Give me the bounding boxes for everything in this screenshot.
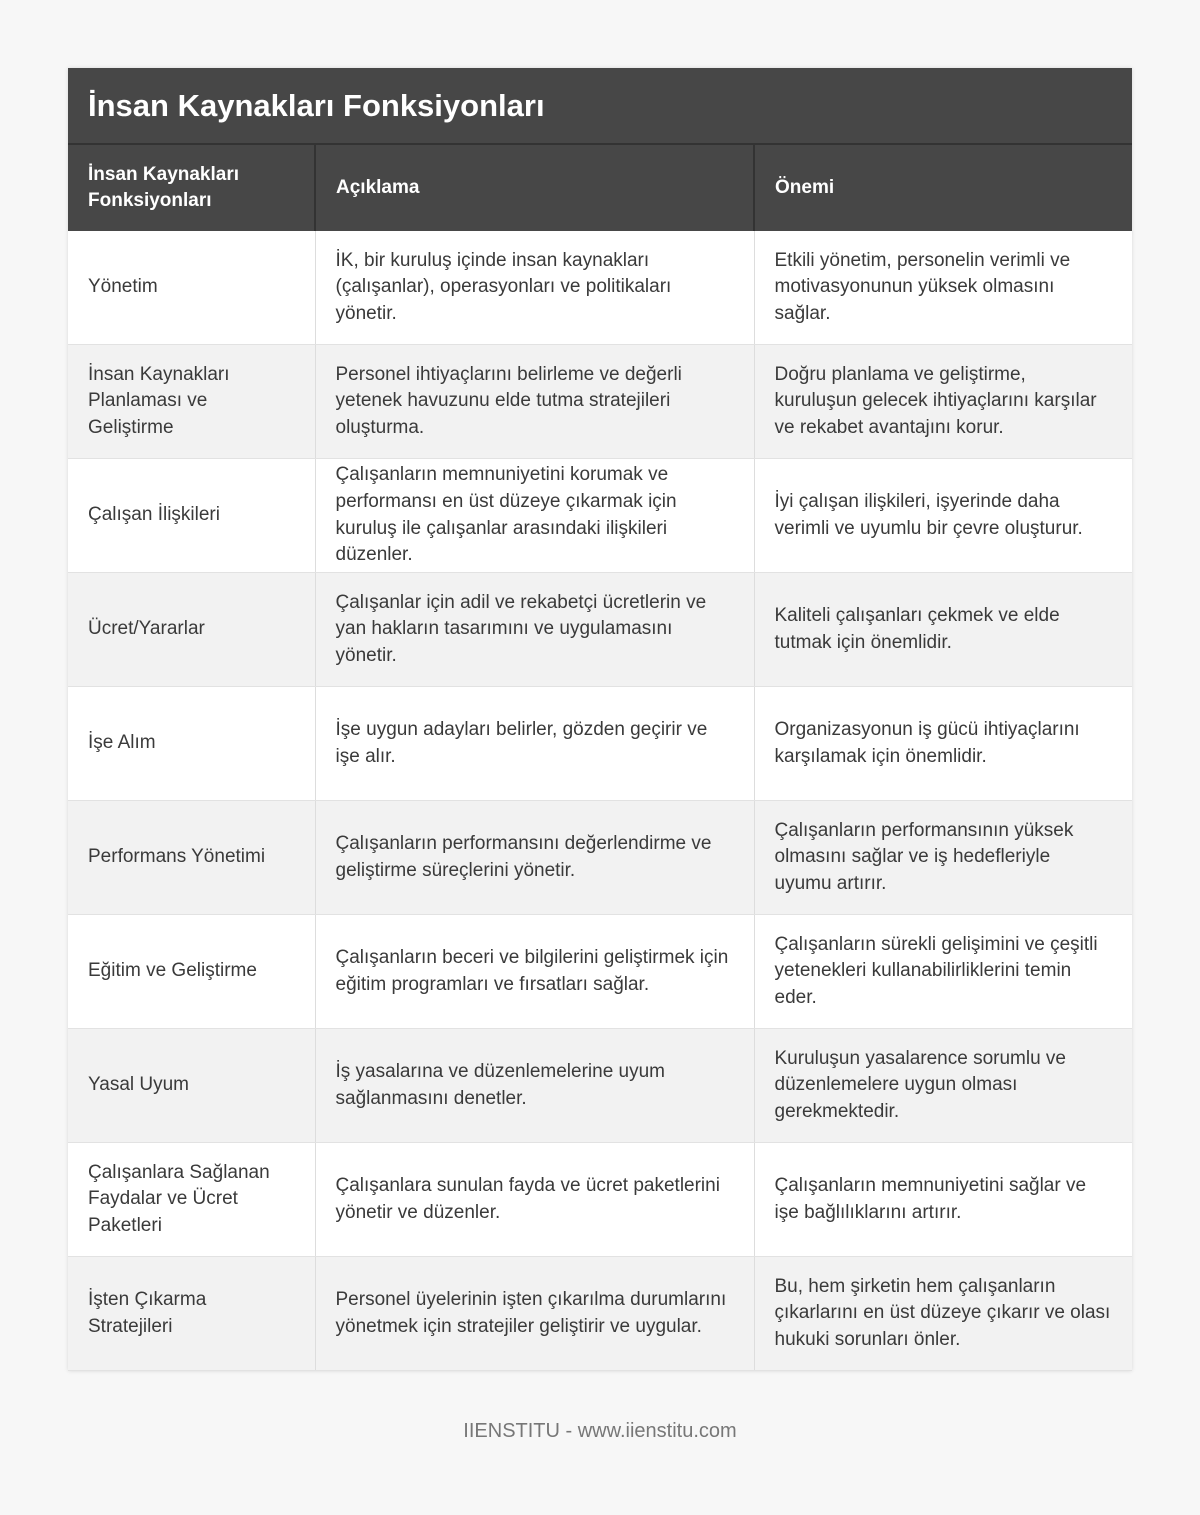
cell-importance: İyi çalışan ilişkileri, işyerinde daha v… xyxy=(754,458,1132,573)
cell-importance: Etkili yönetim, personelin verimli ve mo… xyxy=(754,231,1132,345)
table-row: Eğitim ve Geliştirme Çalışanların beceri … xyxy=(68,914,1132,1029)
footer-credit: IIENSTITU - www.iienstitu.com xyxy=(463,1420,737,1442)
cell-function: İşten Çıkarma Stratejileri xyxy=(68,1256,316,1371)
cell-importance: Çalışanların performansının yüksek olmas… xyxy=(754,800,1132,915)
cell-description: Çalışanların beceri ve bilgilerini geliş… xyxy=(315,914,755,1029)
cell-importance: Doğru planlama ve geliştirme, kuruluşun … xyxy=(754,344,1132,459)
cell-function: Yasal Uyum xyxy=(68,1028,316,1143)
hr-functions-table-card: İnsan Kaynakları Fonksiyonları İnsan Kay… xyxy=(68,68,1132,1371)
column-header-description: Açıklama xyxy=(315,145,755,231)
hr-functions-table: İnsan Kaynakları Fonksiyonları Açıklama … xyxy=(68,145,1132,1371)
cell-importance: Organizasyonun iş gücü ihtiyaçlarını kar… xyxy=(754,686,1132,801)
cell-function: Ücret/Yararlar xyxy=(68,572,316,687)
table-row: İşten Çıkarma Stratejileri Personel üyele… xyxy=(68,1256,1132,1371)
cell-description: Çalışanların memnuniyetini korumak ve pe… xyxy=(315,458,755,573)
table-row: Çalışanlara Sağlanan Faydalar ve Ücret P… xyxy=(68,1142,1132,1257)
cell-description: Personel ihtiyaçlarını belirleme ve değe… xyxy=(315,344,755,459)
cell-description: Çalışanlara sunulan fayda ve ücret paket… xyxy=(315,1142,755,1257)
cell-description: İşe uygun adayları belirler, gözden geçi… xyxy=(315,686,755,801)
cell-description: Çalışanların performansını değerlendirme… xyxy=(315,800,755,915)
cell-description: Çalışanlar için adil ve rekabetçi ücretl… xyxy=(315,572,755,687)
table-row: İnsan Kaynakları Planlaması ve Geliştirm… xyxy=(68,344,1132,459)
cell-importance: Bu, hem şirketin hem çalışanların çıkarl… xyxy=(754,1256,1132,1371)
table-row: Yasal Uyum İş yasalarına ve düzenlemeleri… xyxy=(68,1028,1132,1143)
table-row: Çalışan İlişkileri Çalışanların memnuniye… xyxy=(68,458,1132,573)
cell-function: İnsan Kaynakları Planlaması ve Geliştirm… xyxy=(68,344,316,459)
table-row: İşe Alım İşe uygun adayları belirler, göz… xyxy=(68,686,1132,801)
header-row: İnsan Kaynakları Fonksiyonları Açıklama … xyxy=(68,145,1132,231)
cell-description: Personel üyelerinin işten çıkarılma duru… xyxy=(315,1256,755,1371)
cell-function: Eğitim ve Geliştirme xyxy=(68,914,316,1029)
cell-description: İK, bir kuruluş içinde insan kaynakları … xyxy=(315,231,755,345)
cell-importance: Kuruluşun yasalarence sorumlu ve düzenle… xyxy=(754,1028,1132,1143)
cell-function: Yönetim xyxy=(68,231,316,345)
cell-function: Performans Yönetimi xyxy=(68,800,316,915)
cell-function: İşe Alım xyxy=(68,686,316,801)
cell-importance: Kaliteli çalışanları çekmek ve elde tutm… xyxy=(754,572,1132,687)
cell-importance: Çalışanların memnuniyetini sağlar ve işe… xyxy=(754,1142,1132,1257)
column-header-function: İnsan Kaynakları Fonksiyonları xyxy=(68,145,316,231)
cell-description: İş yasalarına ve düzenlemelerine uyum sa… xyxy=(315,1028,755,1143)
cell-importance: Çalışanların sürekli gelişimini ve çeşit… xyxy=(754,914,1132,1029)
cell-function: Çalışan İlişkileri xyxy=(68,458,316,573)
cell-function: Çalışanlara Sağlanan Faydalar ve Ücret P… xyxy=(68,1142,316,1257)
table-row: Yönetim İK, bir kuruluş içinde insan kayn… xyxy=(68,231,1132,345)
table-row: Ücret/Yararlar Çalışanlar için adil ve re… xyxy=(68,572,1132,687)
table-title: İnsan Kaynakları Fonksiyonları xyxy=(68,68,1132,145)
column-header-importance: Önemi xyxy=(754,145,1132,231)
table-row: Performans Yönetimi Çalışanların performa… xyxy=(68,800,1132,915)
